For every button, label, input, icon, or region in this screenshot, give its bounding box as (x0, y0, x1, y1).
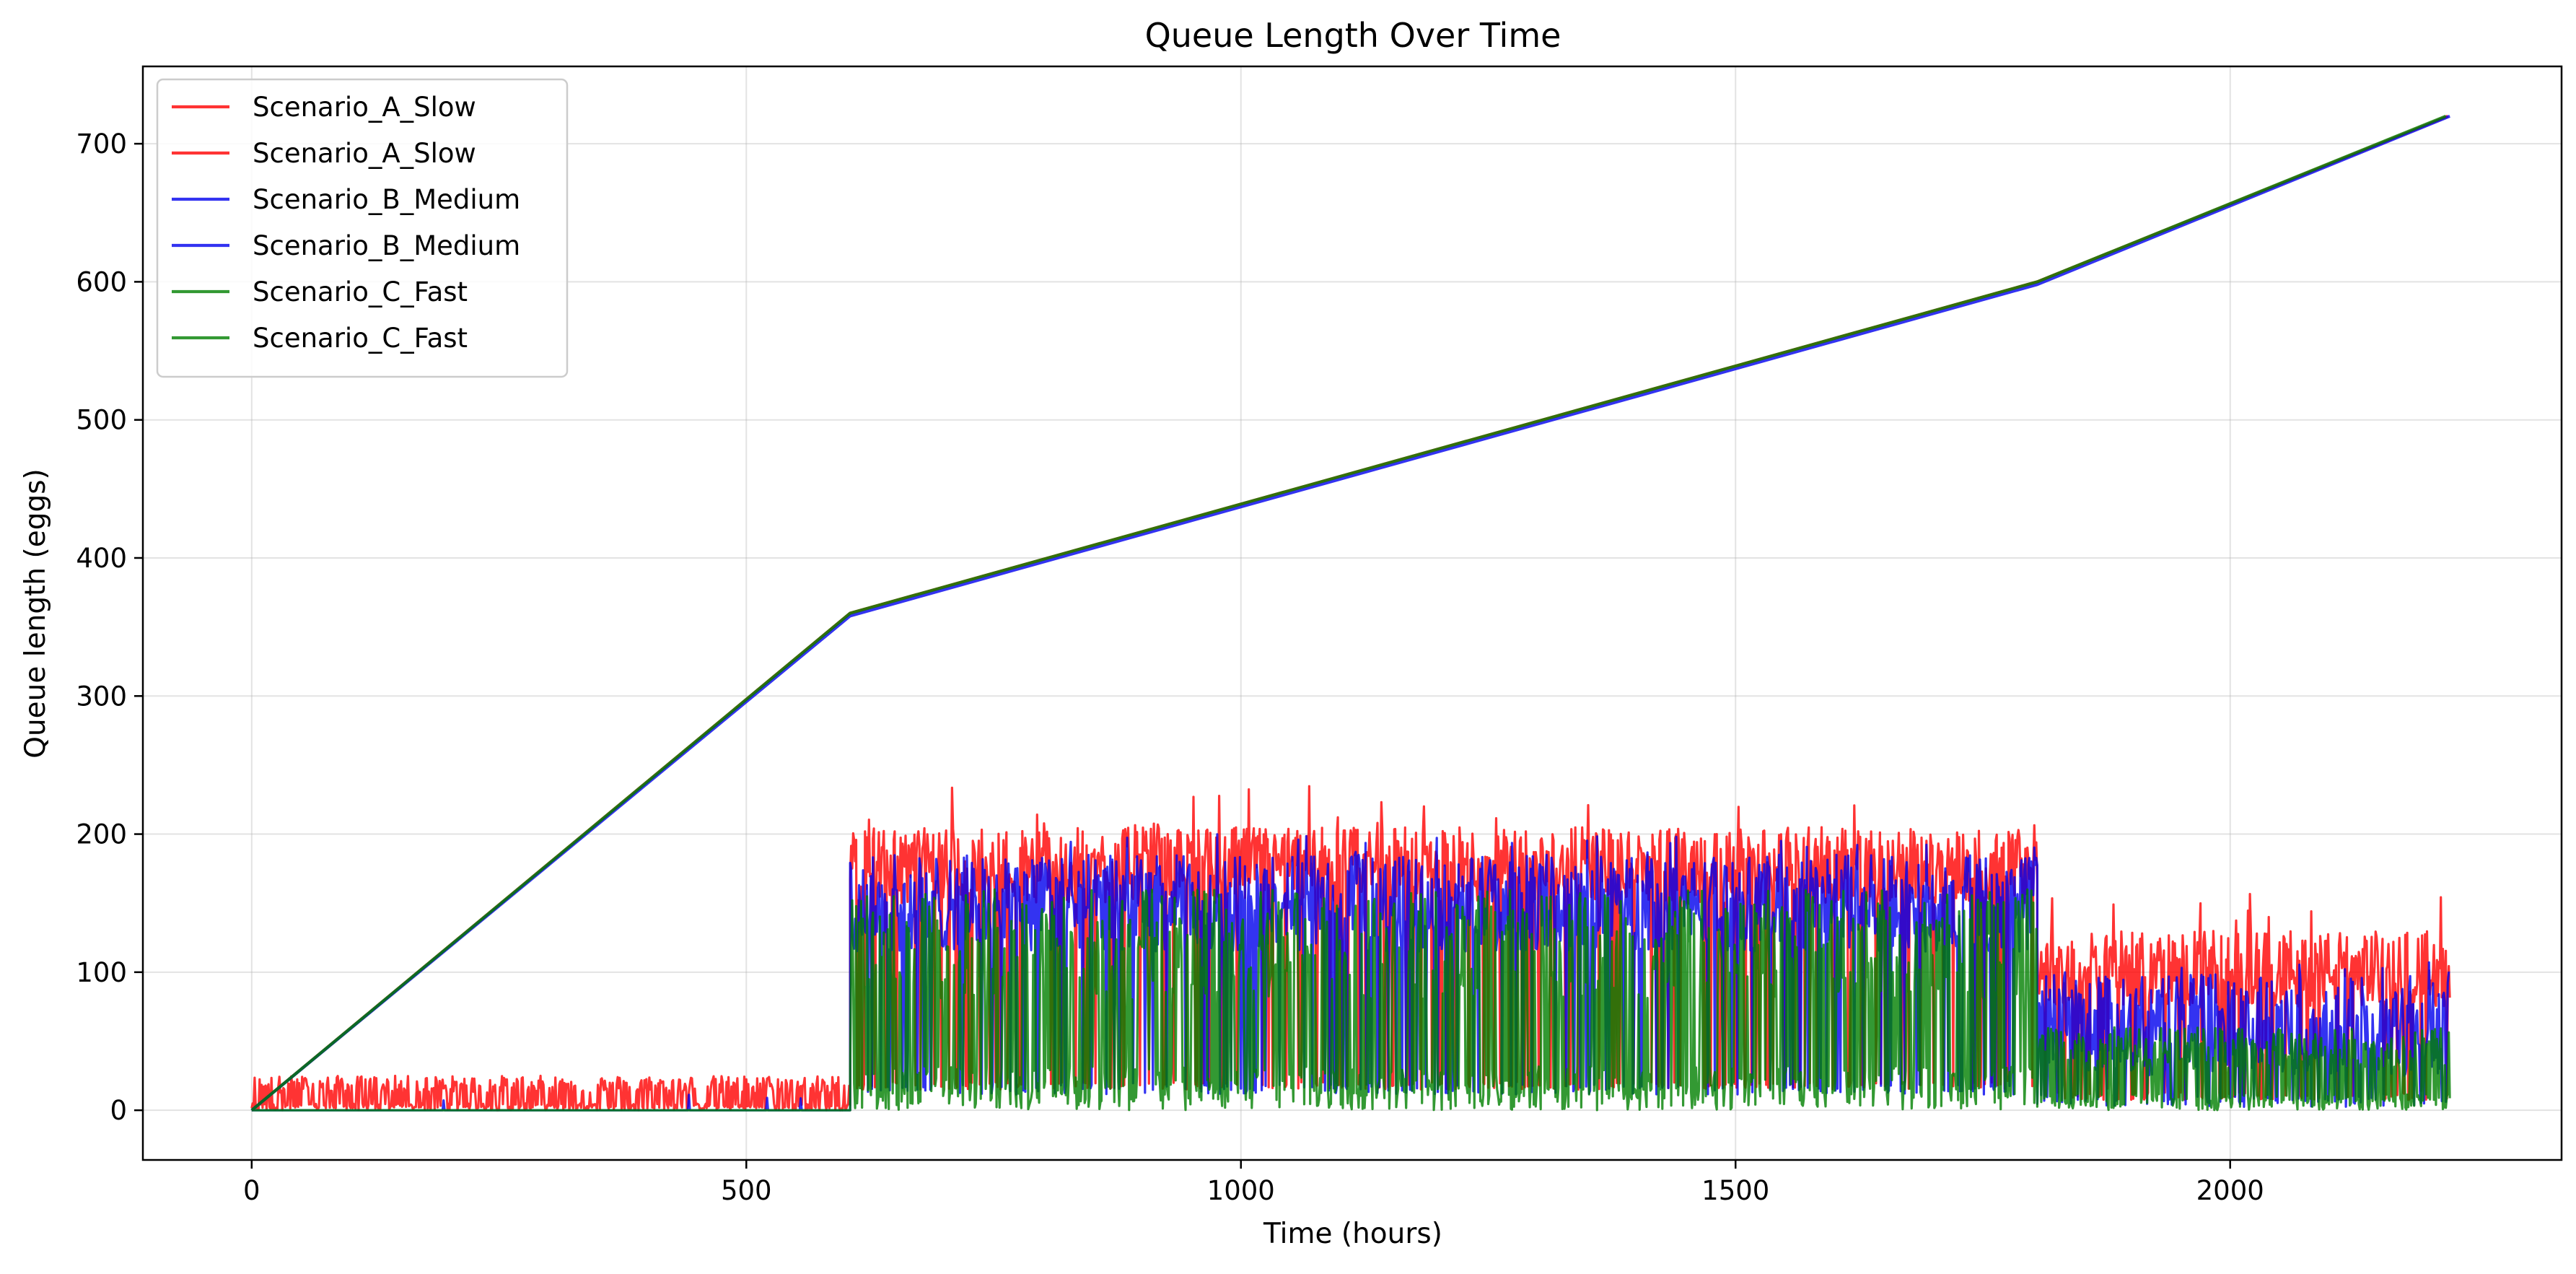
y-tick-label: 600 (76, 266, 127, 297)
y-tick-label: 500 (76, 405, 127, 436)
series-line-scenario-c-fast-fluctuating (251, 888, 2451, 1112)
y-tick-label: 700 (76, 128, 127, 160)
legend-label: Scenario_B_Medium (253, 184, 520, 215)
plot-area (250, 114, 2451, 1112)
legend-box (156, 78, 569, 378)
y-tick-label: 200 (76, 819, 127, 850)
x-tick-label: 1500 (1701, 1175, 1769, 1206)
x-axis: 0 500 1000 1500 2000 (243, 1160, 2264, 1206)
legend-label: Scenario_B_Medium (253, 230, 520, 261)
legend-label: Scenario_C_Fast (253, 323, 468, 354)
x-tick-label: 2000 (2196, 1175, 2264, 1206)
legend-label: Scenario_C_Fast (253, 276, 468, 307)
plot-frame (141, 65, 2563, 1161)
y-tick-label: 300 (76, 681, 127, 712)
y-tick-label: 400 (76, 543, 127, 574)
series-line-scenario-a-slow-fluctuating (250, 785, 2451, 1112)
x-tick-label: 500 (721, 1175, 772, 1206)
y-tick-label: 100 (76, 957, 127, 988)
y-axis: 0 100 200 300 400 500 600 700 (76, 128, 143, 1126)
grid (143, 66, 2562, 1160)
y-tick-label: 0 (110, 1095, 127, 1126)
legend: Scenario_A_Slow Scenario_A_Slow Scenario_B… (156, 78, 569, 378)
y-axis-label: Queue length (eggs) (19, 468, 52, 758)
legend-label: Scenario_A_Slow (253, 138, 476, 169)
legend-label: Scenario_A_Slow (253, 92, 476, 123)
x-tick-label: 1000 (1207, 1175, 1275, 1206)
x-axis-label: Time (hours) (1263, 1218, 1442, 1250)
x-tick-label: 0 (243, 1175, 260, 1206)
chart-title: Queue Length Over Time (1145, 16, 1561, 55)
series-line-scenario-c-fast-cumulative (250, 114, 2447, 1112)
